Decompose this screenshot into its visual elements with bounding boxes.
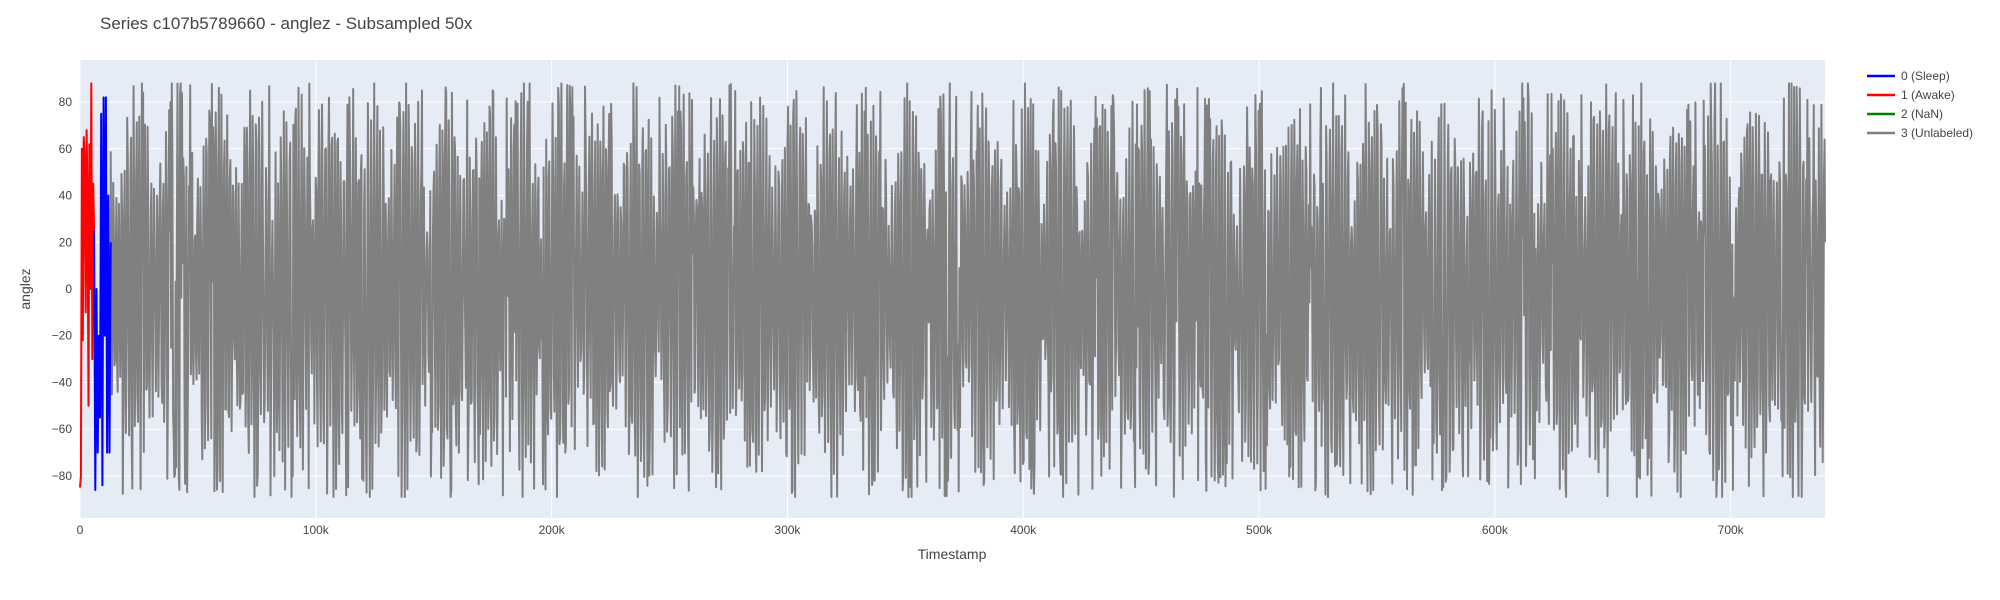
x-tick-label: 0 [77,523,84,537]
y-tick-label: −20 [52,329,73,343]
legend-label: 3 (Unlabeled) [1901,126,1973,140]
x-axis-label: Timestamp [918,546,987,562]
x-tick-label: 700k [1718,523,1745,537]
series-line-unlabeled [109,82,1826,498]
x-tick-label: 500k [1246,523,1273,537]
series-layer [79,82,1826,498]
legend-label: 2 (NaN) [1901,107,1943,121]
x-tick-label: 400k [1010,523,1037,537]
y-tick-label: −40 [52,375,73,389]
y-tick-label: 0 [65,282,72,296]
x-tick-label: 200k [539,523,566,537]
y-tick-label: 20 [59,235,73,249]
x-tick-label: 600k [1482,523,1509,537]
legend-label: 1 (Awake) [1901,88,1955,102]
x-tick-labels: 0 100k 200k 300k 400k 500k 600k 700k [77,523,1745,537]
y-tick-label: −80 [52,469,73,483]
y-axis-label: anglez [17,268,33,309]
legend: 0 (Sleep) 1 (Awake) 2 (NaN) 3 (Unlabeled) [1867,69,1973,140]
y-tick-label: 40 [59,189,73,203]
series-line-awake [79,82,96,488]
chart-title: Series c107b5789660 - anglez - Subsample… [100,14,473,33]
y-tick-label: 60 [59,142,73,156]
y-tick-label: −60 [52,422,73,436]
series-line-sleep [93,96,112,491]
x-tick-label: 300k [774,523,801,537]
y-tick-labels: 80 60 40 20 0 −20 −40 −60 −80 [52,95,73,483]
x-tick-label: 100k [303,523,330,537]
y-tick-label: 80 [59,95,73,109]
legend-label: 0 (Sleep) [1901,69,1950,83]
